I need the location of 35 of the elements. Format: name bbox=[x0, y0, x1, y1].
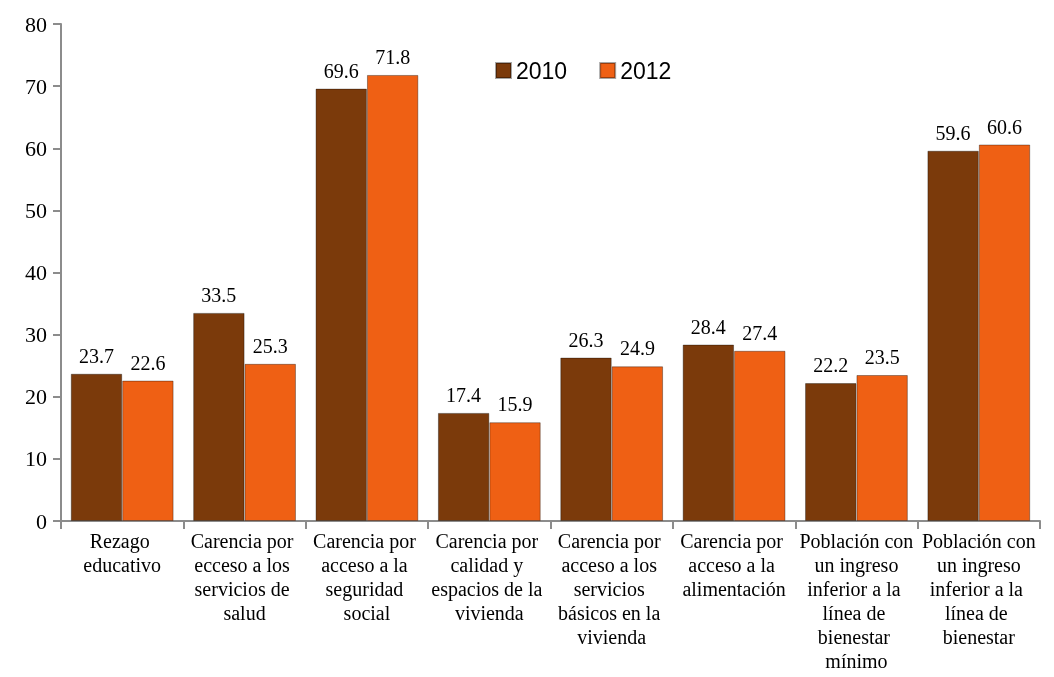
data-label: 71.8 bbox=[375, 45, 411, 68]
y-tick-label: 10 bbox=[25, 446, 47, 472]
legend-label: 2010 bbox=[516, 57, 568, 84]
data-label: 24.9 bbox=[619, 337, 655, 360]
x-tick-label: Carencia por acceso a la seguridad social bbox=[313, 530, 421, 624]
y-tick-label: 40 bbox=[25, 260, 47, 285]
data-label: 15.9 bbox=[497, 393, 533, 416]
y-tick-label: 70 bbox=[25, 73, 47, 99]
legend-label: 2012 bbox=[620, 57, 672, 84]
data-label: 23.5 bbox=[864, 346, 900, 369]
data-label: 33.5 bbox=[201, 283, 237, 306]
x-tick-label: Carencia por acceso a la alimentación bbox=[680, 530, 788, 600]
y-tick-label: 60 bbox=[25, 135, 47, 161]
x-tick-label: Carencia por calidad y espacios de la vivienda bbox=[431, 530, 548, 624]
data-label: 59.6 bbox=[935, 121, 971, 144]
x-tick-label: Población con un ingreso inferior a la línea de bienestar bbox=[921, 530, 1036, 648]
data-label: 25.3 bbox=[252, 334, 288, 357]
x-tick-label: Rezago educativo bbox=[83, 530, 162, 576]
data-label: 28.4 bbox=[690, 315, 726, 338]
data-label: 60.6 bbox=[987, 115, 1023, 138]
y-tick-label: 20 bbox=[25, 384, 47, 410]
y-tick-label: 0 bbox=[36, 508, 47, 534]
data-label: 26.3 bbox=[568, 328, 604, 351]
data-label: 22.2 bbox=[813, 354, 849, 377]
y-tick-label: 50 bbox=[25, 197, 47, 223]
data-label: 69.6 bbox=[323, 59, 359, 82]
data-label: 27.4 bbox=[742, 321, 778, 344]
x-tick-label: Población con un ingreso inferior a la línea de bienestar mínimo bbox=[799, 530, 914, 672]
data-label: 17.4 bbox=[446, 383, 482, 406]
x-tick-label: Carencia por acceso a los servicios básicos en la vivienda bbox=[557, 530, 666, 648]
x-tick-label: Carencia por ecceso a los servicios de salud bbox=[190, 530, 299, 624]
y-tick-label: 80 bbox=[25, 11, 47, 37]
y-tick-label: 30 bbox=[25, 322, 47, 348]
data-label: 23.7 bbox=[78, 344, 114, 367]
data-label: 22.6 bbox=[130, 351, 166, 374]
